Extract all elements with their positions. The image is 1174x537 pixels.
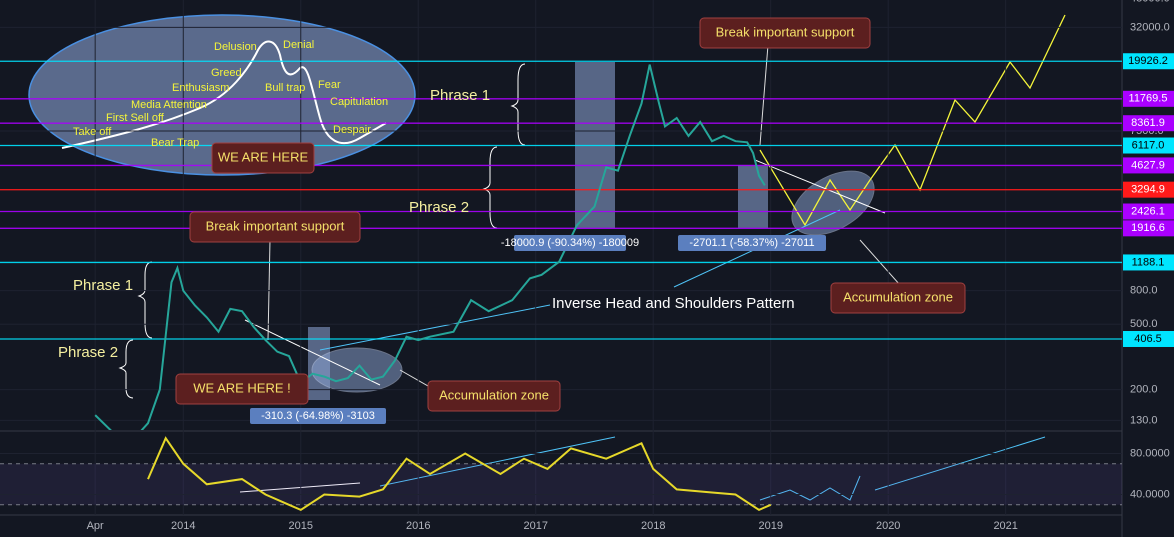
measure-rect xyxy=(738,165,768,228)
level-tag xyxy=(1123,203,1174,220)
cycle-label: Bull trap xyxy=(265,82,305,94)
y-tick-label: 80.0000 xyxy=(1130,447,1170,459)
level-label: 406.5 xyxy=(1134,333,1162,345)
x-tick-label: 2014 xyxy=(171,520,195,532)
callout-text: Accumulation zone xyxy=(439,387,549,402)
y-tick-label: 800.0 xyxy=(1130,285,1158,297)
cycle-curve xyxy=(61,40,387,149)
callout-pointer xyxy=(267,239,271,341)
level-tag xyxy=(1123,90,1174,107)
level-label: 2426.1 xyxy=(1131,205,1165,217)
measure-label: -18000.9 (-90.34%) -180009 xyxy=(501,237,639,249)
x-tick-label: Apr xyxy=(87,520,104,532)
x-tick-label: 2021 xyxy=(993,520,1017,532)
series-line xyxy=(94,64,766,430)
bracket xyxy=(510,63,526,146)
rsi-trend xyxy=(759,475,861,501)
level-label: 4627.9 xyxy=(1131,159,1165,171)
phase-label: Phrase 2 xyxy=(58,344,118,361)
level-tag xyxy=(1123,330,1174,347)
cycle-label: Greed xyxy=(211,67,242,79)
measure-label: -310.3 (-64.98%) -3103 xyxy=(261,410,375,422)
y-tick-label: 40.0000 xyxy=(1130,488,1170,500)
cycle-label: First Sell off xyxy=(106,112,165,124)
x-tick-label: 2019 xyxy=(758,520,782,532)
callout-box xyxy=(189,211,361,243)
phase-label: Phrase 1 xyxy=(430,87,490,104)
cycle-label: Media Attention xyxy=(131,99,207,111)
callout-box xyxy=(830,282,966,314)
x-tick-label: 2016 xyxy=(406,520,430,532)
callout-box xyxy=(427,380,561,412)
y-tick-label: 200.0 xyxy=(1130,384,1158,396)
cycle-label: Fear xyxy=(318,79,341,91)
level-label: 11769.5 xyxy=(1129,93,1168,105)
callout-text: Break important support xyxy=(206,218,345,233)
measure-box xyxy=(514,235,626,251)
phase-label: Phrase 1 xyxy=(73,277,133,294)
x-tick-label: 2018 xyxy=(641,520,665,532)
bracket xyxy=(482,146,498,229)
level-tag xyxy=(1123,137,1174,154)
level-label: 1916.6 xyxy=(1131,222,1165,234)
level-label: 3294.9 xyxy=(1131,184,1165,196)
cycle-label: Capitulation xyxy=(330,96,388,108)
level-tag xyxy=(1123,220,1174,237)
callout-box xyxy=(699,17,871,49)
cycle-label: Take off xyxy=(73,126,112,138)
measure-label: -2701.1 (-58.37%) -27011 xyxy=(689,237,814,249)
y-tick-label: 500.0 xyxy=(1130,318,1158,330)
x-tick-label: 2017 xyxy=(523,520,547,532)
series-line xyxy=(147,436,772,512)
trend-line xyxy=(754,159,886,214)
measure-box xyxy=(678,235,826,251)
y-tick-label: 130.0 xyxy=(1130,414,1158,426)
level-label: 19926.2 xyxy=(1128,55,1168,67)
trend-line xyxy=(244,319,381,386)
x-tick-label: 2020 xyxy=(876,520,900,532)
rsi-trend xyxy=(379,436,616,487)
callout-text: Break important support xyxy=(716,24,855,39)
y-tick-label: 48000.0 xyxy=(1130,0,1170,4)
x-tick-label: 2015 xyxy=(289,520,313,532)
projection-path xyxy=(759,14,1066,227)
level-label: 6117.0 xyxy=(1132,139,1165,151)
level-tag xyxy=(1123,157,1174,174)
pattern-label: Inverse Head and Shoulders Pattern xyxy=(552,295,795,312)
rsi-band xyxy=(0,463,1122,505)
level-label: 1188.1 xyxy=(1132,256,1165,268)
level-tag xyxy=(1123,53,1174,70)
y-tick-label: 32000.0 xyxy=(1130,21,1170,33)
callout-text: Accumulation zone xyxy=(843,289,953,304)
level-label: 8361.9 xyxy=(1131,117,1165,129)
cycle-label: Enthusiasm xyxy=(172,82,229,94)
cycle-label: Despair xyxy=(333,124,371,136)
cycle-label: Delusion xyxy=(214,41,257,53)
level-tag xyxy=(1123,115,1174,132)
phase-label: Phrase 2 xyxy=(409,199,469,216)
callout-text: WE ARE HERE ! xyxy=(193,380,291,395)
bracket xyxy=(118,339,134,399)
arrow-line xyxy=(319,304,551,351)
cycle-label: Bear Trap xyxy=(151,137,199,149)
cycle-label: Denial xyxy=(283,39,314,51)
level-tag xyxy=(1123,181,1174,198)
callout-box xyxy=(175,373,309,405)
level-tag xyxy=(1123,254,1174,271)
callout-box xyxy=(211,142,315,174)
zone-ellipse xyxy=(791,170,875,236)
bracket xyxy=(137,261,153,339)
callout-text: WE ARE HERE xyxy=(218,149,309,164)
measure-box xyxy=(250,408,386,424)
